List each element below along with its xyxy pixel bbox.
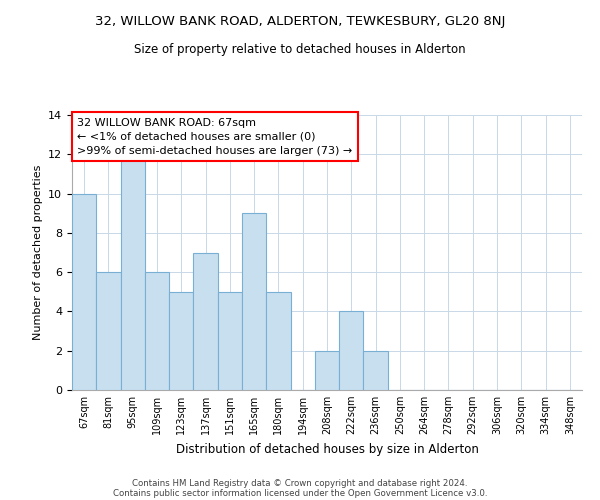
Bar [96,272,121,390]
X-axis label: Distribution of detached houses by size in Alderton: Distribution of detached houses by size … [176,442,478,456]
Bar [72,194,96,390]
Bar [315,350,339,390]
Bar [242,213,266,390]
Bar [339,312,364,390]
Text: 32 WILLOW BANK ROAD: 67sqm
← <1% of detached houses are smaller (0)
>99% of semi: 32 WILLOW BANK ROAD: 67sqm ← <1% of deta… [77,118,352,156]
Bar [193,252,218,390]
Bar [218,292,242,390]
Text: 32, WILLOW BANK ROAD, ALDERTON, TEWKESBURY, GL20 8NJ: 32, WILLOW BANK ROAD, ALDERTON, TEWKESBU… [95,15,505,28]
Bar [145,272,169,390]
Bar [266,292,290,390]
Y-axis label: Number of detached properties: Number of detached properties [32,165,43,340]
Bar [364,350,388,390]
Text: Contains HM Land Registry data © Crown copyright and database right 2024.: Contains HM Land Registry data © Crown c… [132,478,468,488]
Text: Size of property relative to detached houses in Alderton: Size of property relative to detached ho… [134,42,466,56]
Bar [121,154,145,390]
Bar [169,292,193,390]
Text: Contains public sector information licensed under the Open Government Licence v3: Contains public sector information licen… [113,488,487,498]
